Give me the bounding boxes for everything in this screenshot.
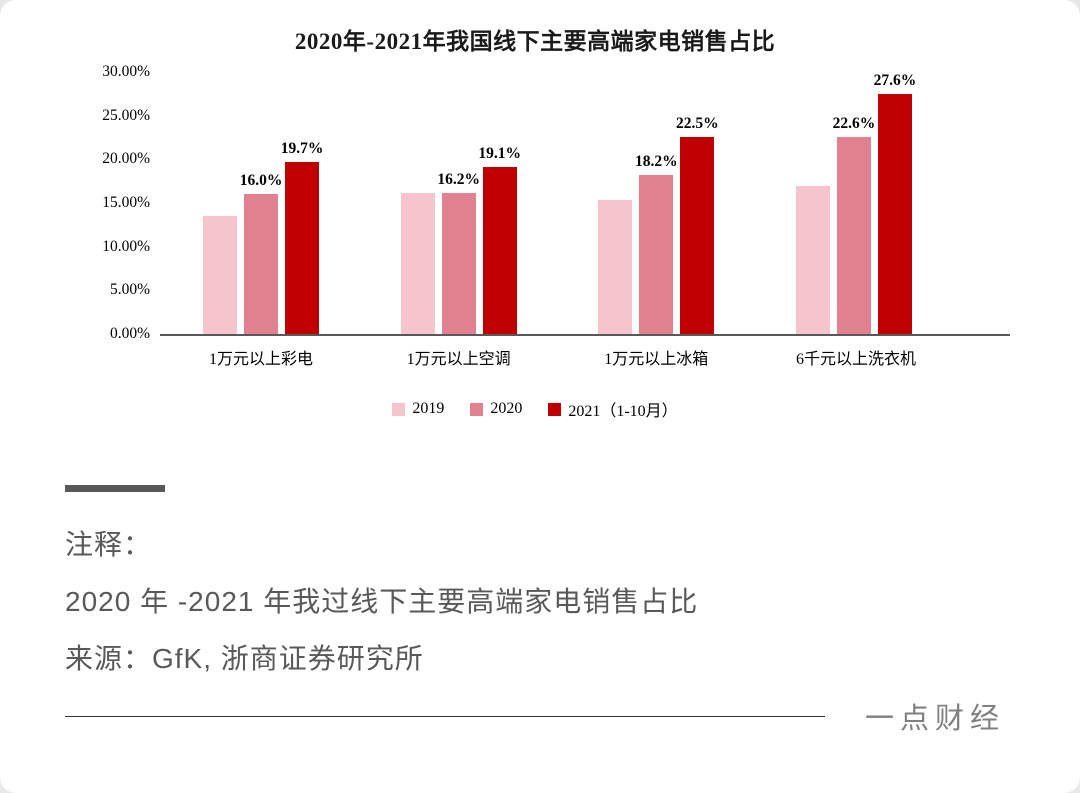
brand-logo-text: 一点财经	[864, 703, 1005, 735]
y-tick-label: 20.00%	[102, 150, 150, 168]
bar-group: 16.0% 19.7%	[203, 72, 323, 334]
x-axis-label: 1万元以上彩电	[208, 351, 313, 368]
bar	[482, 167, 517, 334]
legend-label: 2020	[490, 400, 523, 417]
bar-slot	[598, 72, 633, 334]
bar-slot: 27.6%	[874, 72, 916, 334]
bar-value-label: 18.2%	[635, 153, 678, 170]
legend-label: 2019	[412, 400, 445, 417]
bar-slot	[203, 72, 237, 334]
plot-row: 30.00% 25.00% 20.00% 15.00% 10.00% 5.00% 0.00%…	[60, 63, 1010, 369]
bar-slot: 19.7%	[281, 72, 323, 334]
legend-swatch	[392, 402, 406, 416]
y-tick-label: 10.00%	[102, 237, 150, 255]
bar-slot: 19.1%	[478, 72, 521, 334]
legend-swatch	[470, 402, 484, 416]
footer-divider-line	[65, 715, 825, 717]
bar-value-label: 19.7%	[280, 140, 324, 157]
bar	[639, 175, 674, 334]
bar	[441, 193, 476, 334]
bar-slot	[795, 72, 830, 334]
note-source: 来源：GfK, 浙商证券研究所	[65, 643, 424, 674]
bar-slot: 18.2%	[635, 72, 678, 334]
chart: 2020年-2021年我国线下主要高端家电销售占比 30.00% 25.00% 20…	[60, 22, 1010, 421]
note-text: 2020 年 -2021 年我过线下主要高端家电销售占比	[65, 586, 699, 617]
x-axis-label: 6千元以上洗衣机	[795, 351, 916, 368]
legend-item: 2020	[470, 400, 522, 418]
note-label: 注释：	[65, 529, 153, 560]
bar-value-label: 22.5%	[676, 115, 719, 132]
notes: 注释： 2020 年 -2021 年我过线下主要高端家电销售占比 来源：GfK,…	[65, 516, 1080, 687]
bar-slot: 22.6%	[833, 72, 875, 334]
bar-group: 16.2% 19.1%	[400, 72, 521, 334]
bar-slot	[400, 72, 435, 334]
chart-title: 2020年-2021年我国线下主要高端家电销售占比	[294, 29, 776, 54]
bar-slot: 16.2%	[437, 72, 480, 334]
legend-swatch	[548, 402, 562, 416]
y-axis: 30.00% 25.00% 20.00% 15.00% 10.00% 5.00% 0.00%	[60, 63, 160, 342]
bar-group: 18.2% 22.5%	[598, 72, 719, 334]
bar	[285, 162, 319, 334]
bar-value-label: 22.6%	[832, 115, 876, 132]
x-axis-label: 1万元以上空调	[406, 351, 511, 368]
legend-item: 2019	[392, 400, 444, 418]
x-axis-labels: 1万元以上彩电 1万元以上空调 1万元以上冰箱 6千元以上洗衣机	[160, 345, 1010, 369]
bar-value-label: 16.0%	[239, 172, 283, 189]
y-tick-label: 5.00%	[109, 281, 150, 299]
bar	[598, 200, 633, 334]
footer: 一点财经	[65, 695, 1005, 737]
y-tick-label: 0.00%	[109, 325, 150, 342]
bar-value-label: 16.2%	[437, 171, 480, 188]
legend-label: 2021（1-10月）	[568, 403, 678, 420]
legend-item: 2021（1-10月）	[548, 397, 678, 421]
bar-value-label: 19.1%	[478, 145, 521, 162]
bar	[836, 137, 871, 334]
bar	[244, 194, 278, 334]
bar	[877, 93, 912, 334]
bar-slot: 16.0%	[240, 72, 282, 334]
bar	[203, 216, 237, 334]
y-tick-label: 30.00%	[102, 63, 150, 80]
plot-main: 16.0% 19.7% 16.2% 19.1% 18.2% 22.5% 22.6% 27.6%…	[160, 72, 1010, 369]
bar	[680, 137, 715, 334]
bar	[400, 193, 435, 334]
x-axis-label: 1万元以上冰箱	[604, 351, 709, 368]
bar-group: 22.6% 27.6%	[795, 72, 916, 334]
bar-slot: 22.5%	[676, 72, 719, 334]
bar	[795, 186, 830, 334]
bar-value-label: 27.6%	[873, 72, 917, 89]
y-tick-label: 25.00%	[102, 106, 150, 124]
legend: 2019 2020 2021（1-10月）	[60, 397, 1010, 421]
section-divider	[65, 485, 165, 492]
plot-area: 16.0% 19.7% 16.2% 19.1% 18.2% 22.5% 22.6% 27.6%	[160, 72, 1010, 336]
y-tick-label: 15.00%	[102, 194, 150, 211]
